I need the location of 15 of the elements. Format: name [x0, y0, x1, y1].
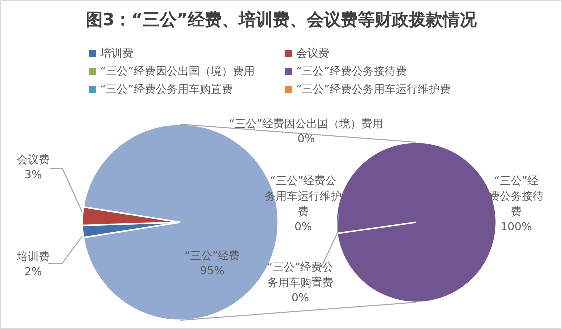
legend-label: “三公”经费公务接待费: [296, 65, 407, 78]
slice-label: 培训费: [16, 250, 50, 264]
legend-label: “三公”经费公务用车运行维护费: [296, 83, 451, 96]
legend-label: 会议费: [296, 47, 330, 60]
legend-label: 培训费: [100, 47, 134, 60]
data-label: 95%: [200, 264, 225, 278]
text: “三公”经费公务用车购置费 0%: [267, 260, 334, 304]
legend-label: “三公”经费公务用车购置费: [100, 83, 233, 96]
data-label: 2%: [24, 266, 42, 278]
data-label: 3%: [24, 168, 42, 182]
chart-title: 图3：“三公”经费、培训费、会议费等财政拨款情况: [86, 10, 478, 30]
slice-label: “三公”经费: [184, 250, 240, 262]
legend-label: “三公”经费因公出国（境）费用: [100, 65, 255, 78]
slice-label: 会议费: [17, 154, 50, 166]
text: “三公”经费因公出国（境）费用 0%: [229, 118, 384, 146]
